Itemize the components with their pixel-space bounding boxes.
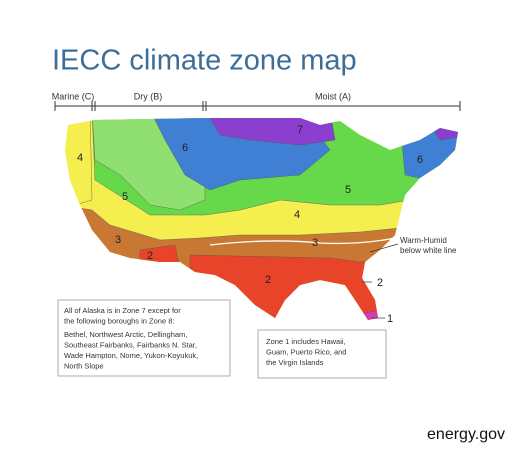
warm-humid-note: below white line [400,246,457,255]
source: energy.gov [427,426,505,443]
zone-label: 5 [122,191,128,203]
alaska-box [57,299,231,377]
zone-label: 1 [387,313,393,325]
region-label: Moist (A) [315,91,351,101]
zone-label: 2 [265,274,271,286]
warm-humid-line [209,237,396,246]
title: IECC climate zone map [52,45,357,77]
warm-humid-note: Warm-Humid [400,236,447,245]
zone-label: 6 [417,154,423,166]
zone-label: 3 [115,234,121,246]
region-scale [54,101,461,111]
region-label: Marine (C) [52,91,95,101]
region-label: Dry (B) [134,91,163,101]
zone-label: 4 [77,152,83,164]
zone-label: 2 [377,277,383,289]
zone1-box [257,329,387,379]
alaska-note: Wade Hampton, Nome, Yukon-Koyukuk, [64,351,198,360]
zone-label: 6 [182,142,188,154]
alaska-note: Southeast Fairbanks, Fairbanks N. Star, [64,340,197,349]
zone-label: 4 [294,209,300,221]
zone1-note: Zone 1 includes Hawaii, [266,337,346,346]
alaska-note: the following boroughs in Zone 8: [64,316,175,325]
alaska-note: Bethel, Northwest Arctic, Dellingham, [64,330,187,339]
alaska-note: North Slope [64,361,104,370]
zone-label: 2 [147,250,153,262]
zone-label: 5 [345,184,351,196]
zone-label: 7 [297,124,303,136]
alaska-note: All of Alaska is in Zone 7 except for [64,306,181,315]
leader-line [369,243,399,253]
zone1-note: Guam, Puerto Rico, and [266,347,346,356]
zone1-note: the Virgin Islands [266,358,324,367]
zone-label: 3 [312,237,318,249]
